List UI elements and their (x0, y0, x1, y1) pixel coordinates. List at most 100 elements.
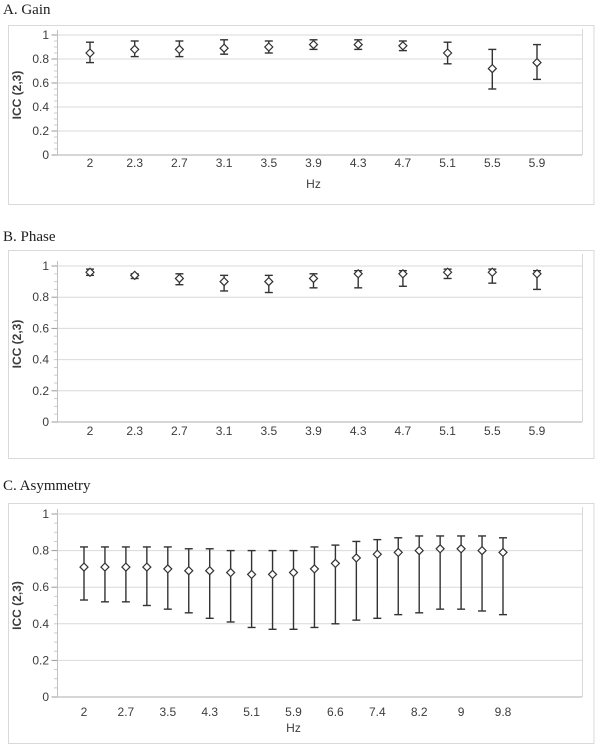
diamond-marker (267, 569, 278, 580)
diamond-marker (353, 39, 364, 50)
x-tick-label: 8.2 (411, 705, 428, 719)
diamond-marker (174, 273, 185, 284)
diamond-marker (456, 543, 466, 554)
data-points (85, 39, 542, 90)
data-point (487, 267, 498, 284)
data-point (309, 546, 320, 629)
x-tick-label: 4.7 (395, 156, 412, 170)
data-point (435, 535, 445, 610)
x-tick-label: 3.9 (305, 156, 322, 170)
y-tick-labels: 0 0.2 0.4 0.6 0.8 1 (32, 507, 49, 704)
x-tick-label: 2.7 (171, 156, 188, 170)
diamond-marker (414, 545, 425, 556)
panel-b-title: B. Phase (3, 229, 56, 245)
diamond-marker (398, 40, 408, 51)
data-point (79, 546, 89, 601)
x-axis-title: Hz (286, 721, 301, 735)
diamond-marker (353, 268, 364, 279)
data-point (219, 274, 229, 292)
y-axis-ticks (51, 265, 57, 423)
data-point (219, 39, 229, 55)
x-tick-label: 3.1 (216, 424, 233, 438)
y-tick-label: 1 (42, 259, 49, 273)
diamond-marker (308, 273, 319, 284)
data-point (393, 537, 404, 616)
data-point (498, 537, 508, 616)
diamond-marker (129, 270, 140, 281)
diamond-marker (85, 48, 95, 58)
x-tick-label: 4.3 (201, 705, 218, 719)
y-axis-ticks (51, 513, 57, 698)
diamond-marker (442, 48, 453, 58)
data-point (372, 538, 383, 620)
x-tick-label: 2.3 (126, 156, 143, 170)
diamond-marker (183, 565, 194, 576)
data-point (477, 535, 487, 612)
data-point (532, 43, 542, 81)
x-tick-label: 5.1 (439, 156, 456, 170)
x-tick-label: 2.3 (126, 424, 143, 438)
diamond-marker (351, 553, 362, 563)
x-tick-label: 3.1 (216, 156, 233, 170)
data-point (456, 535, 466, 610)
x-tick-label: 5.9 (285, 705, 302, 719)
data-point (308, 273, 319, 289)
y-tick-label: 0.2 (32, 124, 49, 138)
x-tick-label: 5.9 (529, 156, 546, 170)
x-tick-label: 3.9 (305, 424, 322, 438)
data-point (442, 267, 453, 280)
y-tick-label: 0.2 (32, 653, 49, 667)
diamond-marker (246, 569, 257, 580)
x-tick-label: 7.4 (369, 705, 386, 719)
diamond-marker (142, 562, 152, 572)
y-tick-label: 0.4 (32, 100, 49, 114)
y-tick-labels: 0 0.2 0.4 0.6 0.8 1 (32, 28, 49, 162)
chart-border-box (8, 250, 595, 459)
data-point (100, 546, 110, 603)
x-tick-label: 4.3 (350, 156, 367, 170)
x-tick-label: 2.7 (118, 705, 135, 719)
panel-a-title: A. Gain (3, 2, 51, 18)
x-tick-label: 2 (81, 705, 88, 719)
y-tick-label: 0.6 (32, 321, 49, 335)
diamond-marker (225, 567, 236, 578)
x-tick-label: 5.1 (439, 424, 456, 438)
diamond-marker (219, 43, 229, 54)
data-point (162, 546, 173, 610)
diamond-marker (174, 44, 185, 55)
data-point (288, 549, 299, 630)
diamond-marker (129, 44, 140, 55)
data-point (351, 540, 362, 621)
data-point (174, 40, 185, 58)
diamond-marker (435, 543, 445, 554)
y-tick-label: 0 (42, 148, 49, 162)
diamond-marker (442, 267, 453, 278)
diamond-marker (219, 276, 229, 287)
data-point (487, 48, 498, 90)
data-point (353, 39, 364, 51)
data-point (267, 549, 278, 630)
x-tick-label: 5.9 (529, 424, 546, 438)
data-point (353, 268, 364, 289)
x-tick-label: 4.7 (395, 424, 412, 438)
chart-border-box (8, 25, 595, 205)
y-axis-ticks (51, 34, 57, 156)
x-tick-label: 3.5 (159, 705, 176, 719)
x-tick-label: 4.3 (350, 424, 367, 438)
y-tick-label: 0.6 (32, 580, 49, 594)
diamond-marker (85, 267, 95, 278)
data-point (398, 40, 408, 52)
x-tick-label: 3.5 (260, 424, 277, 438)
diamond-marker (309, 564, 320, 574)
x-tick-labels: 2 2.3 2.7 3.1 3.5 3.9 4.3 4.7 5.1 5.5 5.9 (87, 156, 546, 170)
diamond-marker (79, 562, 89, 572)
x-tick-label: 6.6 (327, 705, 344, 719)
data-point (330, 544, 341, 625)
data-point (308, 39, 319, 51)
data-point (398, 268, 408, 287)
x-tick-label: 2 (87, 424, 94, 438)
diamond-marker (330, 558, 341, 569)
y-tick-label: 0.2 (32, 384, 49, 398)
x-tick-label: 5.5 (484, 156, 501, 170)
phase-chart: 0 0.2 0.4 0.6 0.8 1 ICC (2,3) 2 2.3 2.7 3.1 3.5 3.9 4… (8, 250, 595, 459)
